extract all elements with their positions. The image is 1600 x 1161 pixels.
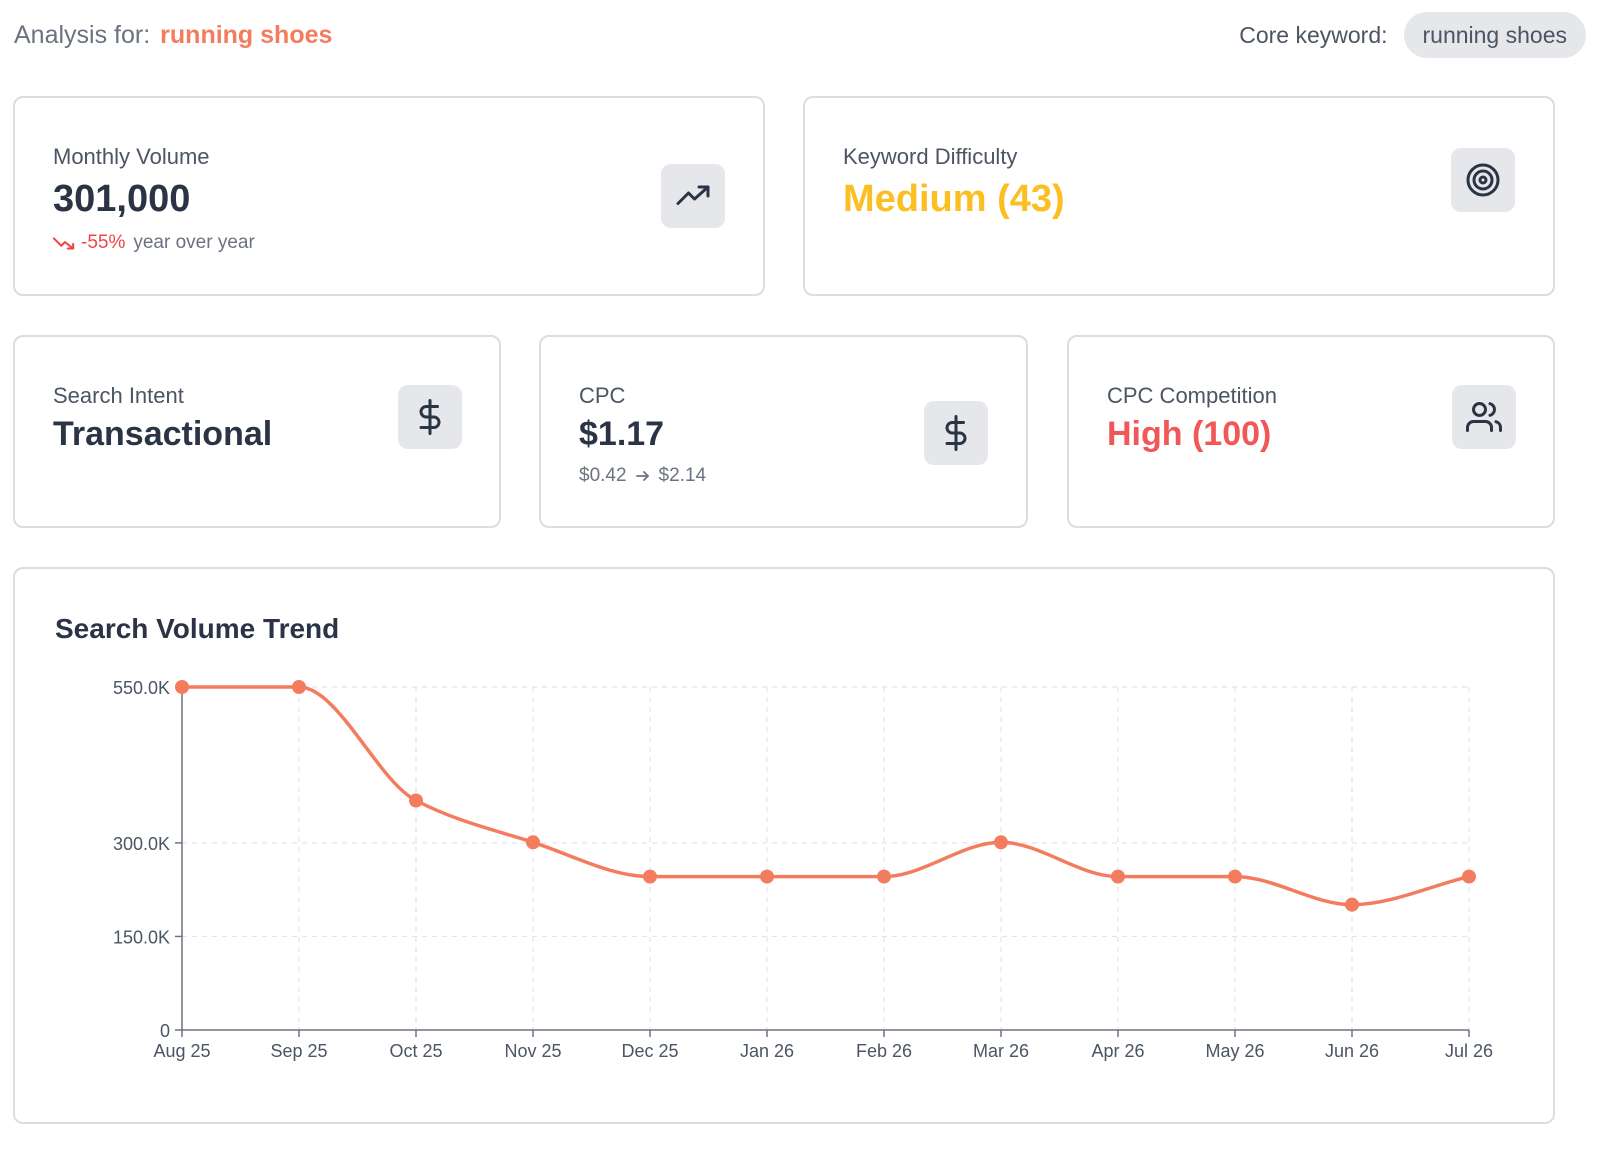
monthly-volume-label: Monthly Volume	[53, 144, 210, 169]
data-point	[292, 680, 306, 694]
cpc-range-high: $2.14	[658, 465, 707, 486]
change-percent: -55%	[81, 232, 126, 253]
x-tick-label: Dec 25	[621, 1041, 678, 1061]
x-tick-label: Aug 25	[153, 1041, 210, 1061]
cpc-label: CPC	[579, 383, 626, 408]
cpc-competition-card: CPC Competition High (100)	[1067, 335, 1555, 528]
cpc-competition-value: High (100)	[1107, 415, 1272, 453]
y-tick-label: 0	[160, 1021, 170, 1041]
cpc-competition-label: CPC Competition	[1107, 383, 1277, 408]
data-point	[1462, 869, 1476, 884]
data-point	[760, 869, 774, 884]
x-tick-label: Jan 26	[740, 1041, 794, 1061]
monthly-volume-value: 301,000	[53, 178, 191, 220]
y-tick-label: 150.0K	[113, 927, 170, 947]
data-point	[526, 835, 540, 850]
x-tick-label: Feb 26	[856, 1041, 912, 1061]
keyword-difficulty-label: Keyword Difficulty	[843, 144, 1018, 169]
data-point	[1228, 869, 1242, 884]
core-keyword-label: Core keyword:	[1239, 21, 1388, 48]
cpc-card: CPC $1.17 $0.42 $2.14	[539, 335, 1028, 528]
monthly-volume-change: -55% year over year	[53, 232, 255, 254]
data-point	[175, 680, 189, 694]
header: Analysis for: running shoes Core keyword:…	[14, 12, 1586, 58]
search-volume-trend-card: Search Volume Trend 0 150.0K 300.0K 550.0K A…	[13, 567, 1555, 1124]
arrow-right-icon	[635, 471, 649, 481]
monthly-volume-card: Monthly Volume 301,000 -55% year over ye…	[13, 96, 765, 296]
analysis-keyword: running shoes	[160, 21, 333, 49]
data-point	[994, 835, 1008, 850]
x-tick-label: Jul 26	[1445, 1041, 1493, 1061]
chart-svg: 0 150.0K 300.0K 550.0K Aug 25 Sep 25 Oct 25 Nov…	[113, 678, 1493, 1061]
dollar-icon	[398, 385, 462, 449]
chart-title: Search Volume Trend	[55, 613, 340, 644]
analysis-label: Analysis for:	[14, 21, 151, 49]
search-intent-card: Search Intent Transactional	[13, 335, 501, 528]
search-volume-chart: 0 150.0K 300.0K 550.0K Aug 25 Sep 25 Oct 25 Nov…	[15, 569, 1553, 1122]
target-icon	[1451, 148, 1515, 212]
x-tick-label: Mar 26	[973, 1041, 1029, 1061]
search-intent-label: Search Intent	[53, 383, 184, 408]
data-point	[1111, 869, 1125, 884]
y-tick-label: 550.0K	[113, 678, 170, 698]
core-keyword-badge[interactable]: running shoes	[1403, 12, 1586, 58]
data-point	[1345, 897, 1359, 912]
x-tick-label: Apr 26	[1091, 1041, 1144, 1061]
data-point	[409, 793, 423, 808]
dollar-icon	[924, 401, 988, 465]
x-tick-label: Sep 25	[270, 1041, 327, 1061]
cpc-range: $0.42 $2.14	[579, 465, 706, 487]
x-tick-label: Jun 26	[1325, 1041, 1379, 1061]
search-intent-value: Transactional	[53, 415, 273, 453]
series-line	[182, 685, 1470, 907]
core-keyword: Core keyword: running shoes	[1239, 12, 1586, 58]
trending-up-icon	[661, 164, 725, 228]
x-tick-label: Oct 25	[389, 1041, 442, 1061]
x-tick-label: May 26	[1205, 1041, 1264, 1061]
change-suffix: year over year	[133, 232, 255, 253]
data-point	[643, 869, 657, 884]
keyword-difficulty-value: Medium (43)	[843, 178, 1065, 220]
data-point	[877, 869, 891, 884]
users-icon	[1452, 385, 1516, 449]
trending-down-icon	[53, 237, 75, 250]
analysis-heading: Analysis for: running shoes	[14, 21, 332, 50]
x-tick-label: Nov 25	[504, 1041, 561, 1061]
keyword-difficulty-card: Keyword Difficulty Medium (43)	[803, 96, 1555, 296]
cpc-range-low: $0.42	[579, 465, 627, 486]
cpc-value: $1.17	[579, 415, 665, 453]
y-tick-label: 300.0K	[113, 834, 170, 854]
